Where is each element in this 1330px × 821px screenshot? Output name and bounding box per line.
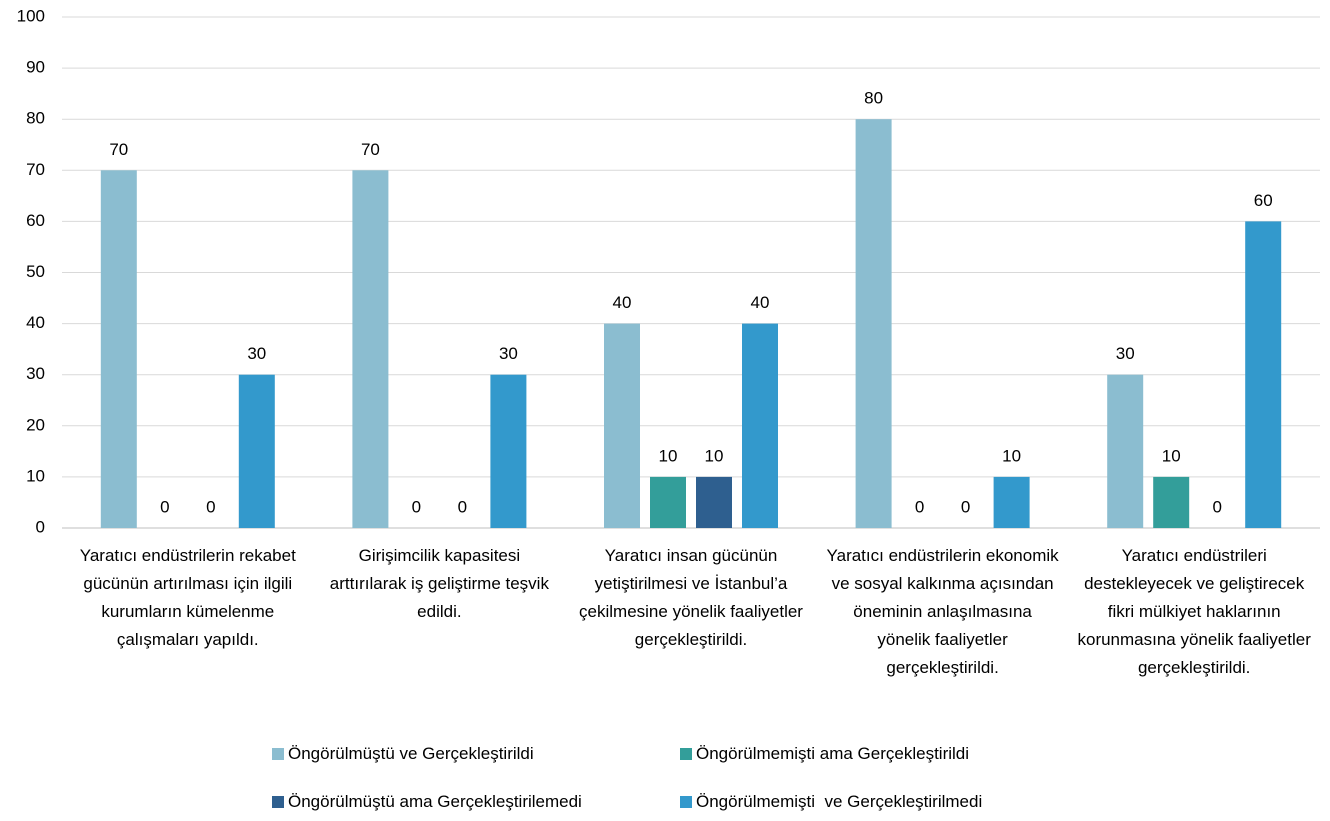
- value-label: 40: [751, 293, 770, 312]
- y-tick-label: 90: [26, 58, 45, 77]
- y-tick-label: 40: [26, 313, 45, 332]
- value-label: 30: [499, 344, 518, 363]
- x-tick-label: Yaratıcı endüstrilerin ekonomik ve sosya…: [826, 546, 1059, 677]
- x-tick-label: Yaratıcı insan gücünün yetiştirilmesi ve…: [579, 546, 803, 649]
- bar: [650, 476, 686, 528]
- value-label: 60: [1254, 191, 1273, 210]
- bar: [604, 323, 640, 528]
- value-label: 30: [1116, 344, 1135, 363]
- value-label: 0: [915, 497, 924, 516]
- y-tick-label: 100: [17, 6, 45, 25]
- y-tick-label: 50: [26, 262, 45, 281]
- value-label: 10: [659, 446, 678, 465]
- legend-label: Öngörülmemişti ama Gerçekleştirildi: [696, 744, 970, 763]
- value-label: 0: [206, 497, 215, 516]
- value-label: 0: [1212, 497, 1221, 516]
- value-label: 10: [1002, 446, 1021, 465]
- bar: [352, 170, 389, 529]
- legend-item: Öngörülmemişti ama Gerçekleştirildi: [680, 744, 969, 764]
- value-label: 0: [160, 497, 169, 516]
- bar: [490, 374, 527, 528]
- legend-label: Öngörülmüştü ve Gerçekleştirildi: [288, 744, 534, 763]
- y-tick-label: 60: [26, 211, 45, 230]
- y-tick-label: 70: [26, 160, 45, 179]
- y-tick-label: 0: [36, 517, 45, 536]
- legend-item: Öngörülmüştü ama Gerçekleştirilemedi: [272, 792, 582, 812]
- y-tick-label: 80: [26, 109, 45, 128]
- bar: [1245, 221, 1282, 528]
- value-label: 30: [247, 344, 266, 363]
- bar: [696, 476, 732, 528]
- value-label: 0: [458, 497, 467, 516]
- legend-item: Öngörülmemişti ve Gerçekleştirilmedi: [680, 792, 982, 812]
- x-tick-label: Girişimcilik kapasitesi arttırılarak iş …: [329, 546, 549, 621]
- bar: [1107, 374, 1144, 528]
- legend-swatch: [272, 796, 284, 808]
- y-tick-label: 20: [26, 415, 45, 434]
- value-label: 0: [412, 497, 421, 516]
- legend-swatch: [680, 748, 692, 760]
- value-label: 10: [705, 446, 724, 465]
- value-label: 70: [361, 140, 380, 159]
- value-label: 10: [1162, 446, 1181, 465]
- value-label: 0: [961, 497, 970, 516]
- y-tick-label: 10: [26, 466, 45, 485]
- bar: [993, 476, 1030, 528]
- y-tick-label: 30: [26, 364, 45, 383]
- bar: [855, 119, 892, 528]
- legend-swatch: [680, 796, 692, 808]
- legend-swatch: [272, 748, 284, 760]
- legend-label: Öngörülmüştü ama Gerçekleştirilemedi: [288, 792, 582, 811]
- bar: [238, 374, 275, 528]
- bar: [742, 323, 778, 528]
- value-label: 70: [109, 140, 128, 159]
- legend-label: Öngörülmemişti ve Gerçekleştirilmedi: [696, 792, 983, 811]
- value-label: 80: [864, 89, 883, 108]
- x-tick-label: Yaratıcı endüstrileri destekleyecek ve g…: [1077, 546, 1311, 677]
- x-tick-label: Yaratıcı endüstrilerin rekabet gücünün a…: [79, 546, 296, 649]
- value-label: 40: [613, 293, 632, 312]
- bar: [100, 170, 137, 529]
- bar: [1153, 476, 1190, 528]
- legend-item: Öngörülmüştü ve Gerçekleştirildi: [272, 744, 534, 764]
